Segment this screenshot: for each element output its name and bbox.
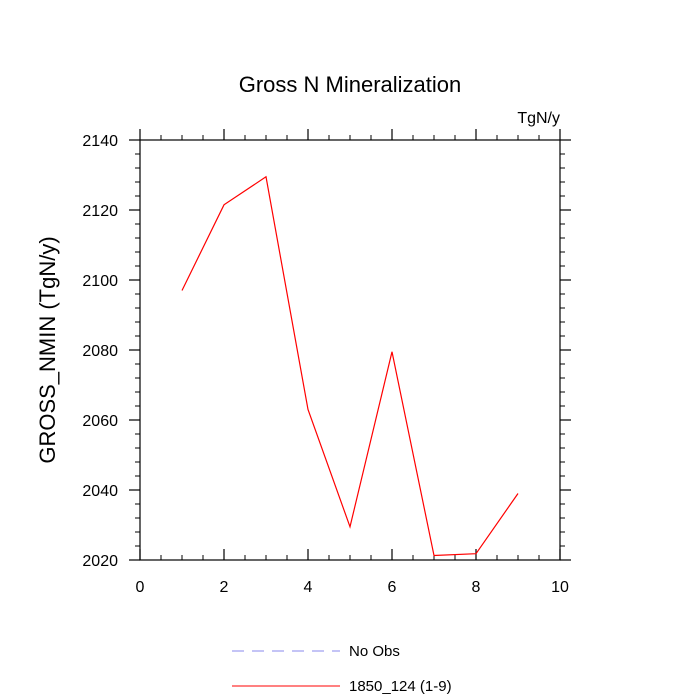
y-axis-label: GROSS_NMIN (TgN/y) [35,236,60,463]
y-tick-label: 2100 [82,273,118,290]
y-tick-label: 2060 [82,413,118,430]
series-line [181,175,519,557]
legend: No Obs 1850_124 (1-9) [232,643,452,695]
x-tick-label: 0 [136,579,145,596]
x-tick-label: 2 [220,579,229,596]
x-tick-label: 10 [551,579,569,596]
y-tick-label: 2080 [82,343,118,360]
x-tick-label: 8 [472,579,481,596]
y-tick-label: 2120 [82,203,118,220]
y-tick-label: 2040 [82,483,118,500]
x-axis: 0 2 4 6 8 10 [136,129,569,596]
y-tick-label: 2020 [82,553,118,570]
x-tick-label: 6 [388,579,397,596]
legend-label: 1850_124 (1-9) [349,678,452,695]
chart-title: Gross N Mineralization [239,72,462,97]
y-axis: 2020 2040 2060 2080 2100 2120 2140 [82,133,571,570]
x-tick-label: 4 [304,579,313,596]
series-layer [181,175,519,557]
y-tick-label: 2140 [82,133,118,150]
plot-frame [139,139,561,561]
units-label: TgN/y [517,110,560,127]
legend-label: No Obs [349,643,400,660]
plot-border [139,139,561,561]
